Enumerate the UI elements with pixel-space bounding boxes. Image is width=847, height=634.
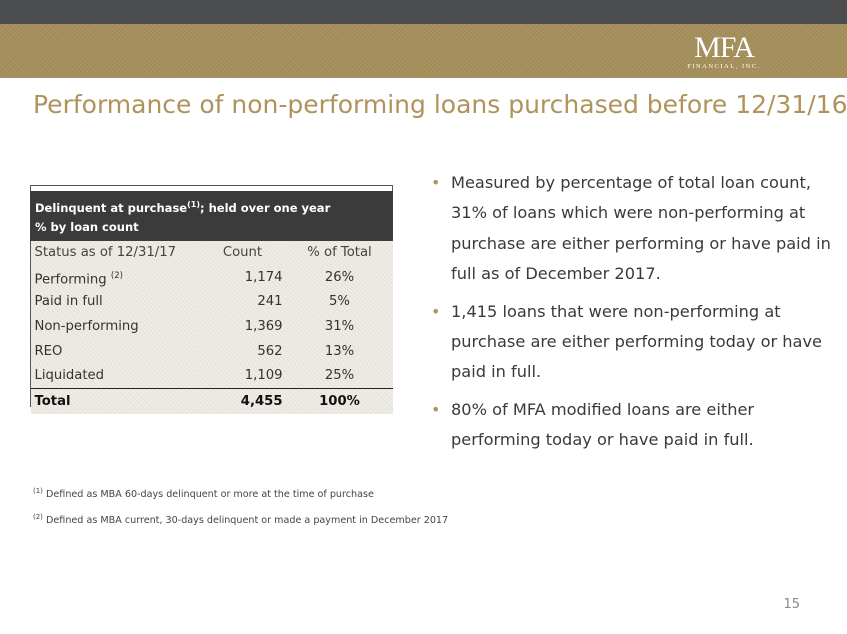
footnote-marker: (2) bbox=[33, 513, 43, 521]
top-bar bbox=[0, 0, 847, 24]
column-header-count: Count bbox=[198, 240, 287, 266]
table-header-line1-suffix: ; held over one year bbox=[199, 200, 331, 215]
bullet-list: • Measured by percentage of total loan co… bbox=[425, 168, 840, 463]
row-pct: 5% bbox=[286, 290, 393, 315]
row-status: Paid in full bbox=[30, 290, 199, 315]
table-row: Liquidated 1,109 25% bbox=[30, 363, 393, 389]
column-header-row: Status as of 12/31/17 Count % of Total bbox=[30, 240, 393, 266]
bullet-item: • Measured by percentage of total loan co… bbox=[425, 168, 840, 290]
mfa-logo: MFA FINANCIAL, INC. bbox=[679, 31, 769, 71]
bullet-text: 80% of MFA modified loans are either per… bbox=[451, 399, 755, 450]
table-row: REO 562 13% bbox=[30, 339, 393, 364]
footnote-ref-2: (2) bbox=[110, 270, 123, 281]
row-status: REO bbox=[30, 339, 199, 364]
row-status: Liquidated bbox=[30, 363, 199, 389]
total-row: Total 4,455 100% bbox=[30, 388, 393, 414]
logo-subtitle: FINANCIAL, INC. bbox=[687, 63, 761, 70]
row-status-label: Performing bbox=[34, 271, 107, 287]
table-header-line2: % by loan count bbox=[35, 219, 139, 234]
bullet-text: 1,415 loans that were non-performing at … bbox=[451, 301, 822, 382]
row-count: 1,174 bbox=[198, 265, 287, 291]
table-header-line1: Delinquent at purchase bbox=[35, 200, 188, 215]
footnote-ref-1: (1) bbox=[187, 200, 200, 209]
row-pct: 13% bbox=[286, 339, 393, 364]
slide-title: Performance of non-performing loans purc… bbox=[33, 90, 847, 119]
bullet-dot-icon: • bbox=[431, 399, 441, 419]
row-pct: 26% bbox=[286, 265, 393, 291]
footnote-text: Defined as MBA current, 30-days delinque… bbox=[45, 515, 449, 527]
column-header-status: Status as of 12/31/17 bbox=[30, 240, 199, 266]
row-count: 1,369 bbox=[198, 314, 287, 340]
row-status: Performing (2) bbox=[30, 265, 199, 291]
total-count: 4,455 bbox=[198, 388, 287, 414]
footnote-2: (2) Defined as MBA current, 30-days deli… bbox=[33, 513, 448, 526]
table-row: Performing (2) 1,174 26% bbox=[30, 265, 393, 291]
total-label: Total bbox=[30, 388, 199, 414]
row-count: 562 bbox=[198, 339, 287, 364]
column-header-pct: % of Total bbox=[286, 240, 393, 266]
row-count: 241 bbox=[198, 290, 287, 315]
row-pct: 25% bbox=[286, 363, 393, 389]
bullet-dot-icon: • bbox=[431, 301, 441, 321]
row-count: 1,109 bbox=[198, 363, 287, 389]
logo-mark: MFA bbox=[694, 31, 755, 64]
table-row: Paid in full 241 5% bbox=[30, 290, 393, 315]
header-band bbox=[0, 24, 847, 78]
table-header: Delinquent at purchase(1); held over one… bbox=[30, 191, 393, 241]
page-number: 15 bbox=[783, 597, 800, 612]
table-row: Non-performing 1,369 31% bbox=[30, 314, 393, 340]
footnote-marker: (1) bbox=[33, 487, 43, 495]
loan-performance-table: Delinquent at purchase(1); held over one… bbox=[30, 191, 393, 414]
bullet-item: • 80% of MFA modified loans are either pe… bbox=[425, 395, 840, 456]
total-pct: 100% bbox=[286, 388, 393, 414]
footnote-1: (1) Defined as MBA 60-days delinquent or… bbox=[33, 487, 374, 500]
bullet-item: • 1,415 loans that were non-performing at… bbox=[425, 297, 840, 388]
bullet-text: Measured by percentage of total loan cou… bbox=[451, 173, 831, 284]
footnote-text: Defined as MBA 60-days delinquent or mor… bbox=[45, 489, 374, 501]
bullet-dot-icon: • bbox=[431, 173, 441, 192]
row-status: Non-performing bbox=[30, 314, 199, 340]
row-pct: 31% bbox=[286, 314, 393, 340]
